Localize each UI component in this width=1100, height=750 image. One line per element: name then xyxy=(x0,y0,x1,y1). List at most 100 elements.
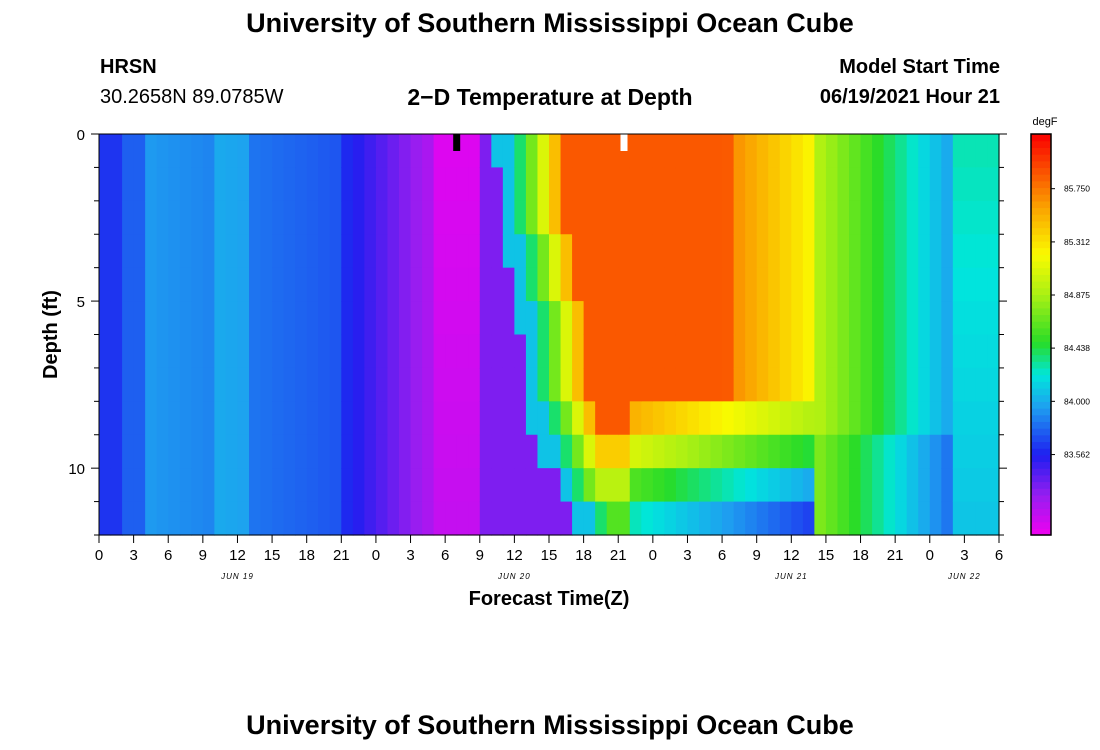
heatmap-cell xyxy=(525,434,539,469)
heatmap-cell xyxy=(168,234,181,269)
heatmap-cell xyxy=(318,401,331,436)
heatmap-cell xyxy=(191,267,204,302)
heatmap-cell xyxy=(802,501,815,536)
heatmap-cell xyxy=(583,468,596,503)
heatmap-cell xyxy=(283,200,296,235)
heatmap-cell xyxy=(710,301,723,336)
heatmap-cell xyxy=(883,367,896,402)
heatmap-cell xyxy=(122,501,135,536)
heatmap-cell xyxy=(364,468,377,503)
heatmap-cell xyxy=(733,334,746,369)
heatmap-cell xyxy=(214,200,227,235)
heatmap-cell xyxy=(514,134,527,169)
heatmap-cell xyxy=(687,134,700,169)
heatmap-cell xyxy=(583,200,596,235)
heatmap-cell xyxy=(606,334,619,369)
heatmap-cell xyxy=(952,134,965,169)
heatmap-cell xyxy=(652,501,665,536)
heatmap-cell xyxy=(895,434,908,469)
heatmap-cell xyxy=(791,167,804,202)
heatmap-cell xyxy=(618,334,631,369)
heatmap-cell xyxy=(168,200,181,235)
heatmap-cell xyxy=(745,200,758,235)
heatmap-cell xyxy=(722,167,735,202)
colorbar-segment xyxy=(1031,147,1051,155)
heatmap-cell xyxy=(433,234,446,269)
heatmap-cell xyxy=(768,134,781,169)
heatmap-cell xyxy=(399,401,412,436)
heatmap-cell xyxy=(802,468,815,503)
heatmap-cell xyxy=(802,301,815,336)
heatmap-cell xyxy=(779,234,792,269)
colorbar: 85.750 85.312 84.875 84.438 84.000 83.562 xyxy=(1030,133,1090,536)
heatmap-cell xyxy=(237,367,250,402)
page-title: University of Southern Mississippi Ocean… xyxy=(246,8,854,38)
heatmap-cell xyxy=(387,200,400,235)
heatmap-cell xyxy=(756,334,769,369)
heatmap-cell xyxy=(479,167,492,202)
heatmap-cell xyxy=(952,334,965,369)
heatmap-cell xyxy=(629,134,642,169)
heatmap-cell xyxy=(318,334,331,369)
heatmap-cell xyxy=(595,367,608,402)
heatmap-cell xyxy=(260,134,273,169)
heatmap-cell xyxy=(964,367,977,402)
heatmap-cell xyxy=(606,134,619,169)
heatmap-cell xyxy=(179,501,192,536)
heatmap-cell xyxy=(849,334,862,369)
heatmap-cell xyxy=(768,234,781,269)
heatmap-cell xyxy=(202,468,215,503)
heatmap-cell xyxy=(872,334,885,369)
heatmap-cell xyxy=(145,468,158,503)
colorbar-label: 85.312 xyxy=(1064,237,1090,247)
heatmap-cell xyxy=(133,501,146,536)
heatmap-cell xyxy=(975,200,989,235)
heatmap-cell xyxy=(537,401,550,436)
heatmap-cell xyxy=(306,200,319,235)
x-tick-label: 12 xyxy=(783,547,800,564)
heatmap-cell xyxy=(445,334,458,369)
heatmap-cell xyxy=(595,134,608,169)
x-tick-label: 9 xyxy=(476,547,484,564)
heatmap-cell xyxy=(560,367,573,402)
heatmap-cell xyxy=(560,301,573,336)
heatmap-cell xyxy=(502,501,515,536)
heatmap-cell xyxy=(675,267,689,302)
heatmap-cell xyxy=(456,167,469,202)
heatmap-cell xyxy=(710,501,723,536)
heatmap-cell xyxy=(456,301,469,336)
heatmap-cell xyxy=(225,234,239,269)
x-date-label: JUN 19 xyxy=(220,572,254,581)
x-tick-label: 6 xyxy=(164,547,172,564)
heatmap-cell xyxy=(699,367,712,402)
heatmap-cell xyxy=(225,501,239,536)
heatmap-cell xyxy=(895,468,908,503)
heatmap-cell xyxy=(306,468,319,503)
heatmap-cell xyxy=(341,501,354,536)
heatmap-cell xyxy=(895,234,908,269)
temperature-heatmap-chart: 0 3 6 9 12 15 18 21 0 3 6 9 12 15 18 21 0 3 6 9 12 15 18 21 0 3 6 J… xyxy=(40,116,1090,610)
heatmap-cell xyxy=(745,334,758,369)
heatmap-cell xyxy=(99,234,112,269)
heatmap-cell xyxy=(179,367,192,402)
heatmap-cell xyxy=(964,301,977,336)
heatmap-cell xyxy=(445,167,458,202)
heatmap-cell xyxy=(895,134,908,169)
heatmap-cell xyxy=(491,468,504,503)
heatmap-cell xyxy=(791,301,804,336)
heatmap-cell xyxy=(699,134,712,169)
heatmap-cell xyxy=(364,301,377,336)
heatmap-cell xyxy=(618,468,631,503)
heatmap-cell xyxy=(814,334,827,369)
heatmap-cell xyxy=(179,434,192,469)
heatmap-cell xyxy=(133,167,146,202)
heatmap-cell xyxy=(641,434,654,469)
heatmap-cell xyxy=(849,401,862,436)
heatmap-cell xyxy=(918,334,931,369)
heatmap-cell xyxy=(860,134,873,169)
heatmap-cell xyxy=(756,167,769,202)
heatmap-cell xyxy=(722,468,735,503)
heatmap-cell xyxy=(791,134,804,169)
heatmap-cell xyxy=(941,367,954,402)
colorbar-segment xyxy=(1031,267,1051,275)
